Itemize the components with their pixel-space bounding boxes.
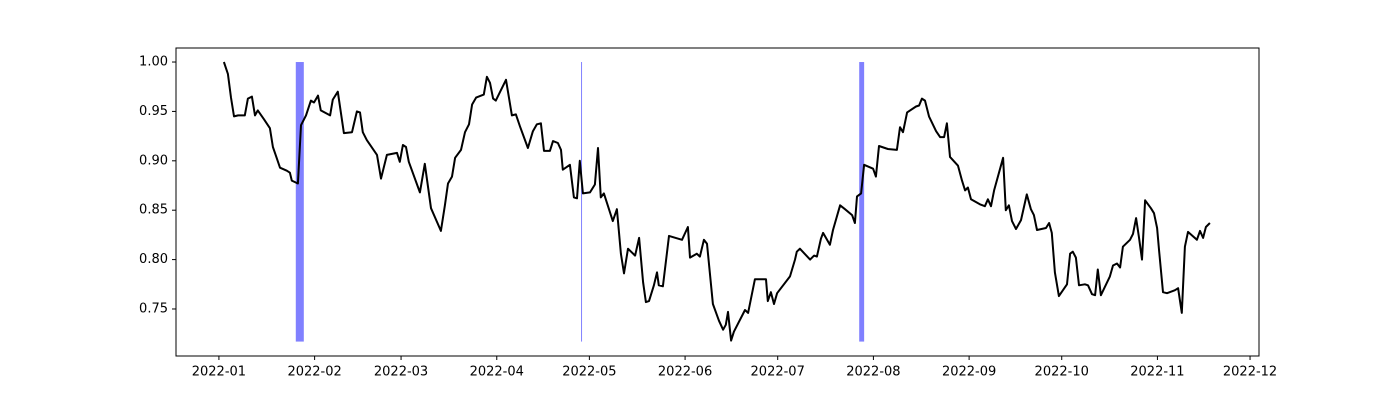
x-tick-label: 2022-03 <box>374 365 428 380</box>
highlight-span <box>295 62 304 342</box>
y-tick-label: 1.00 <box>139 55 168 70</box>
x-tick-label: 2022-04 <box>470 365 524 380</box>
line <box>222 61 1211 342</box>
y-tick-label: 0.95 <box>139 104 168 119</box>
y-tick-label: 0.80 <box>139 252 168 267</box>
x-tick-label: 2022-02 <box>287 365 341 380</box>
x-tick-label: 2022-10 <box>1035 365 1089 380</box>
y-tick-label: 0.90 <box>139 153 168 168</box>
plot-frame <box>175 47 1260 357</box>
x-tick-label: 2022-01 <box>192 365 246 380</box>
y-tick-label: 0.75 <box>139 301 168 316</box>
x-tick-label: 2022-06 <box>658 365 712 380</box>
x-tick-label: 2022-05 <box>562 365 616 380</box>
x-tick-label: 2022-09 <box>942 365 996 380</box>
highlight-span <box>581 62 583 342</box>
x-tick-label: 2022-11 <box>1130 365 1184 380</box>
x-tick-label: 2022-12 <box>1223 365 1277 380</box>
y-tick-label: 0.85 <box>139 203 168 218</box>
highlight-span <box>859 62 865 342</box>
x-tick-label: 2022-08 <box>846 365 900 380</box>
x-tick-label: 2022-07 <box>751 365 805 380</box>
